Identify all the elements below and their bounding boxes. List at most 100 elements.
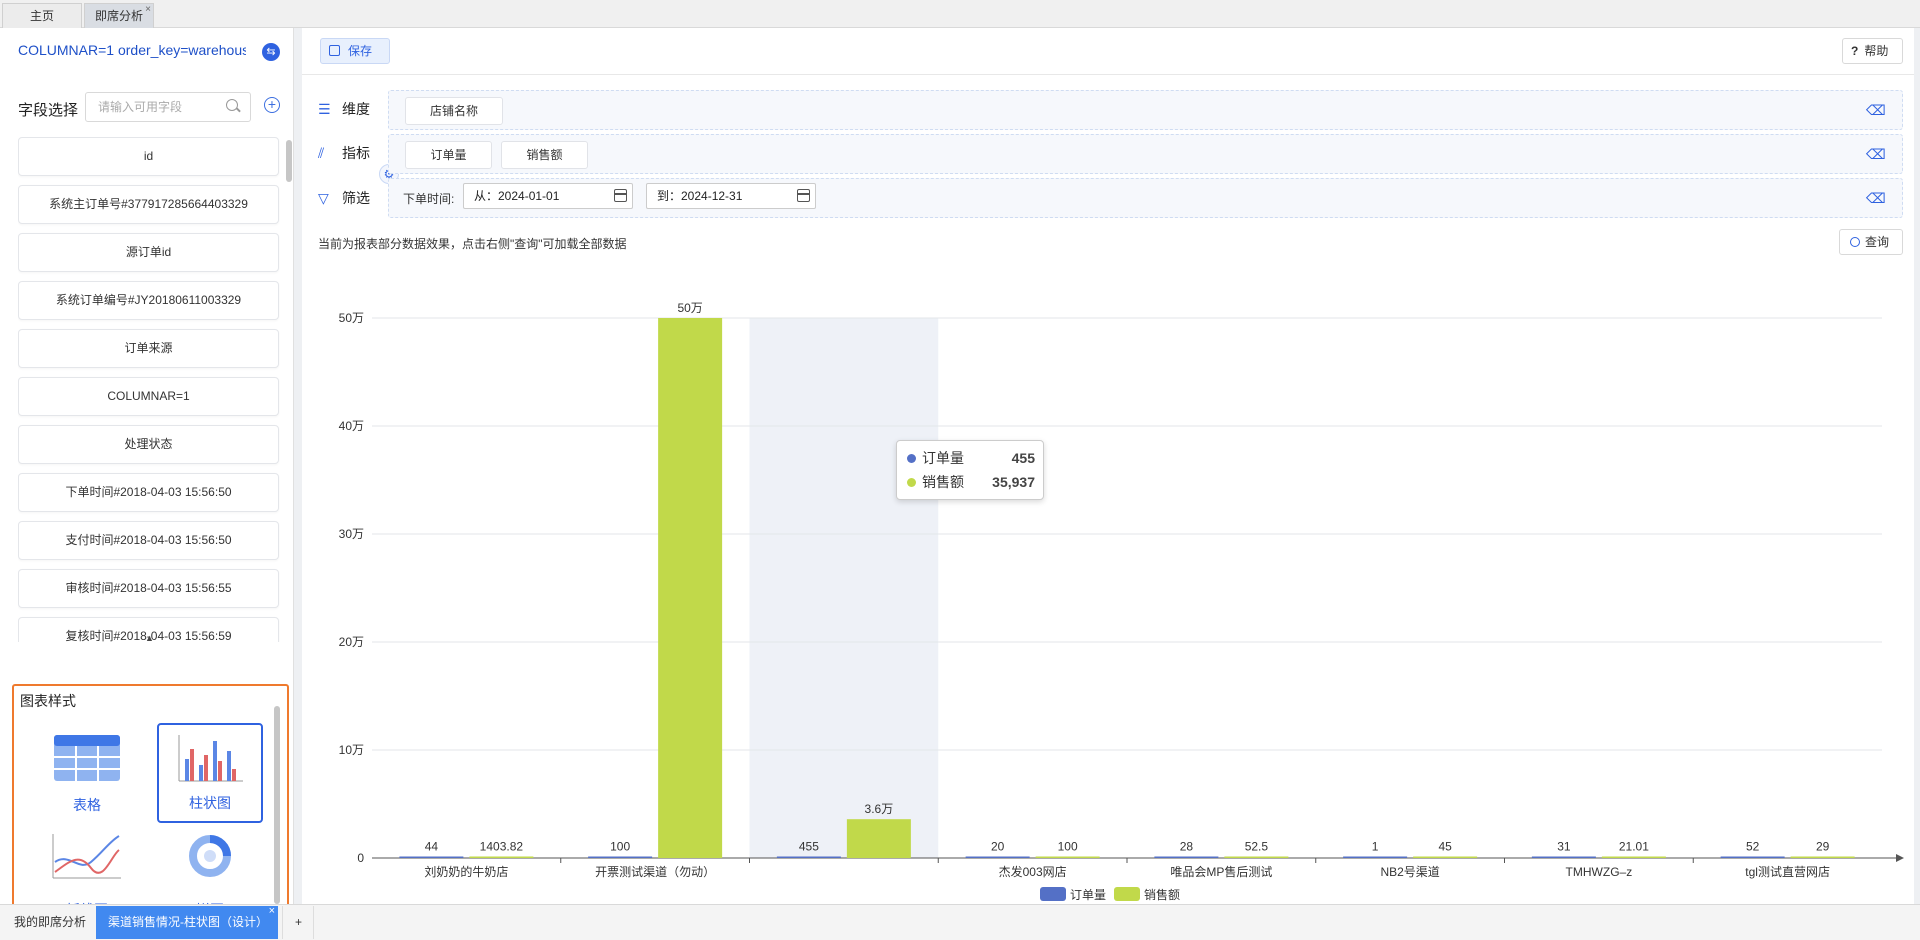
close-icon[interactable]: ×: [145, 4, 151, 15]
x-axis-arrow-icon: [1896, 854, 1904, 862]
chart-style-table[interactable]: 表格: [34, 723, 140, 823]
bar-orders: [965, 856, 1030, 858]
clear-icon[interactable]: ⌫: [1866, 102, 1886, 118]
tab-adhoc-analysis[interactable]: 即席分析 ×: [84, 3, 154, 28]
metric-chip-orders[interactable]: 订单量: [405, 141, 492, 169]
x-tick-label: tgl测试直营网店: [1745, 864, 1830, 879]
field-item[interactable]: COLUMNAR=1: [18, 377, 279, 416]
field-item[interactable]: 系统订单编号#JY20180611003329: [18, 281, 279, 320]
bar-sales: [469, 856, 534, 858]
close-icon[interactable]: ×: [268, 905, 275, 917]
data-label: 31: [1557, 840, 1571, 854]
x-tick-label: NB2号渠道: [1380, 865, 1439, 879]
tooltip-row: 订单量 455: [907, 448, 1035, 468]
connection-name[interactable]: COLUMNAR=1 order_key=warehous: [18, 42, 246, 58]
save-icon: [329, 45, 340, 56]
chart-style-label: 柱状图: [189, 795, 231, 811]
data-label: 20: [991, 840, 1005, 854]
search-icon[interactable]: [226, 99, 238, 111]
tooltip-series-name: 订单量: [922, 450, 964, 466]
chart-tooltip: 订单量 455 销售额 35,937: [896, 440, 1044, 500]
field-item[interactable]: id: [18, 137, 279, 176]
bar-orders: [588, 856, 653, 858]
data-label: 50万: [677, 301, 702, 315]
tab-home[interactable]: 主页: [2, 3, 82, 28]
left-panel: COLUMNAR=1 order_key=warehous ⇆ 字段选择 + i…: [0, 28, 294, 928]
metric-label-text: 指标: [342, 145, 370, 161]
dimension-dropzone[interactable]: 店铺名称 ⌫: [388, 90, 1903, 130]
save-button[interactable]: 保存: [320, 38, 390, 64]
filter-dropzone[interactable]: ⌫: [388, 178, 1903, 218]
legend-label: 销售额: [1144, 887, 1180, 902]
data-label: 45: [1438, 840, 1452, 854]
date-to-input[interactable]: 到：2024-12-31: [646, 183, 816, 209]
legend-swatch: [1114, 887, 1140, 901]
field-item[interactable]: 源订单id: [18, 233, 279, 272]
data-label: 1: [1372, 840, 1379, 854]
y-tick-label: 50万: [339, 311, 364, 325]
field-item[interactable]: 支付时间#2018-04-03 15:56:50: [18, 521, 279, 560]
x-tick-label: 杰发003网店: [999, 864, 1067, 879]
data-label: 52: [1746, 840, 1760, 854]
x-tick-label: 开票测试渠道（勿动）: [595, 864, 715, 879]
query-button[interactable]: 查询: [1839, 229, 1903, 255]
y-tick-label: 10万: [339, 743, 364, 757]
field-item[interactable]: 下单时间#2018-04-03 15:56:50: [18, 473, 279, 512]
tooltip-series-value: 35,937: [992, 474, 1035, 490]
field-list-scrollbar[interactable]: [286, 140, 292, 182]
bar-orders: [399, 856, 464, 858]
chart-style-title: 图表样式: [20, 693, 76, 709]
help-icon: ?: [1851, 44, 1859, 58]
field-item[interactable]: 系统主订单号#377917285664403329: [18, 185, 279, 224]
bar-orders: [1154, 856, 1219, 858]
toolbar-divider: [302, 74, 1914, 75]
main-panel: 保存 ? 帮助 ☰ 维度 店铺名称 ⌫ ⫽ 指标 ⚙ 订单量 销售额 ⌫ ▽ 筛选 ⌫ …: [302, 28, 1914, 904]
table-icon: [54, 735, 120, 781]
hover-band: [749, 318, 939, 858]
series-dot-icon: [907, 454, 916, 463]
trend-icon: ⫽: [318, 145, 325, 161]
field-item[interactable]: 订单来源: [18, 329, 279, 368]
help-button[interactable]: ? 帮助: [1842, 38, 1903, 64]
bar-chart-icon: [178, 735, 243, 782]
bar-chart: 0 10万 20万 30万 40万 50万 44 100 455 20 28 1 31 52 1403.82…: [339, 301, 1904, 902]
calendar-icon[interactable]: [797, 189, 810, 202]
tooltip-row: 销售额 35,937: [907, 472, 1035, 492]
y-tick-label: 0: [357, 851, 364, 865]
date-from-input[interactable]: 从：2024-01-01: [463, 183, 633, 209]
save-label: 保存: [348, 44, 373, 58]
metric-dropzone[interactable]: 订单量 销售额 ⌫: [388, 134, 1903, 174]
field-search-input[interactable]: [85, 92, 251, 122]
add-field-icon[interactable]: +: [264, 97, 280, 113]
chart-style-bar[interactable]: 柱状图: [157, 723, 263, 823]
dimension-label: ☰ 维度: [318, 99, 370, 119]
legend-label: 订单量: [1070, 888, 1106, 902]
metric-chip-sales[interactable]: 销售额: [501, 141, 588, 169]
tab-home-label: 主页: [29, 9, 54, 23]
field-item[interactable]: 复核时间#2018-04-03 15:56:59: [18, 617, 279, 642]
clear-icon[interactable]: ⌫: [1866, 190, 1886, 206]
collapse-icon[interactable]: ▲: [145, 633, 154, 643]
clear-icon[interactable]: ⌫: [1866, 146, 1886, 162]
tab-my-analysis[interactable]: 我的即席分析: [14, 915, 87, 929]
dimension-chip[interactable]: 店铺名称: [405, 97, 503, 125]
tab-channel-sales-label: 渠道销售情况-柱状图（设计）: [108, 915, 268, 929]
tab-channel-sales[interactable]: 渠道销售情况-柱状图（设计） ×: [96, 905, 278, 939]
y-tick-label: 40万: [339, 419, 364, 433]
search-icon: [1850, 237, 1860, 247]
list-icon: ☰: [318, 101, 331, 117]
data-label: 28: [1180, 840, 1194, 854]
add-tab-button[interactable]: +: [282, 906, 314, 939]
data-label: 44: [425, 840, 439, 854]
data-label: 52.5: [1245, 840, 1269, 854]
swap-icon[interactable]: ⇆: [262, 43, 280, 61]
series-dot-icon: [907, 478, 916, 487]
field-item[interactable]: 处理状态: [18, 425, 279, 464]
calendar-icon[interactable]: [614, 189, 627, 202]
bar-sales: [658, 318, 723, 858]
tooltip-series-value: 455: [1011, 450, 1035, 466]
field-item[interactable]: 审核时间#2018-04-03 15:56:55: [18, 569, 279, 608]
filter-label: ▽ 筛选: [318, 188, 370, 208]
chart-style-scrollbar[interactable]: [274, 706, 280, 904]
chart-style-label: 表格: [73, 797, 101, 813]
